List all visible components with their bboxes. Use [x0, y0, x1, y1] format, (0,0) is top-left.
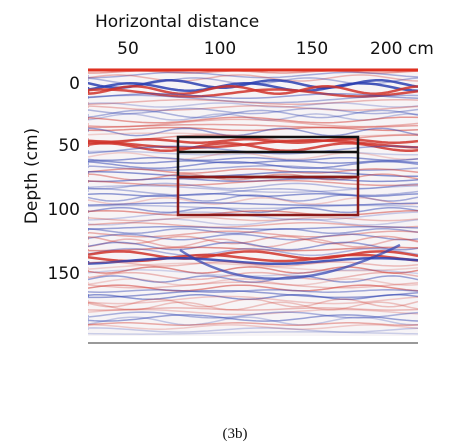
reflection	[88, 271, 418, 281]
y-tick-label: 100	[48, 200, 80, 220]
reflection	[88, 230, 418, 238]
y-tick-label: 150	[48, 264, 80, 284]
reflection	[88, 92, 418, 100]
reflection	[88, 138, 418, 144]
reflection	[88, 238, 418, 248]
reflection	[88, 281, 418, 289]
reflection	[88, 194, 418, 202]
reflection	[88, 88, 418, 98]
reflection	[88, 256, 418, 266]
reflection	[88, 188, 418, 196]
reflection	[88, 85, 418, 95]
reflection	[88, 278, 418, 286]
reflection	[88, 81, 418, 93]
reflection	[88, 233, 418, 241]
reflection	[88, 113, 418, 121]
y-tick-label: 50	[58, 136, 80, 156]
reflection	[88, 206, 418, 214]
y-tick-label: 0	[69, 74, 80, 94]
reflection	[88, 235, 418, 245]
reflection	[88, 216, 418, 222]
reflection	[88, 98, 418, 106]
reflection	[88, 156, 418, 162]
reflection	[88, 170, 418, 178]
reflection	[88, 118, 418, 128]
reflection	[88, 327, 418, 333]
reflection	[88, 324, 418, 330]
reflection	[88, 160, 418, 170]
reflection	[88, 204, 418, 210]
reflection	[88, 177, 418, 183]
reflection	[88, 261, 418, 267]
reflection	[88, 227, 418, 235]
reflection	[88, 311, 418, 319]
reflection	[88, 308, 418, 316]
reflection	[88, 193, 418, 197]
reflection	[88, 182, 418, 190]
reflection	[88, 102, 418, 108]
reflection	[88, 275, 418, 283]
reflection	[88, 127, 418, 137]
reflection	[88, 201, 418, 207]
reflection	[88, 322, 418, 326]
box-lower	[176, 175, 360, 217]
reflection	[88, 250, 418, 260]
x-tick-label: 100	[204, 39, 236, 59]
x-tick-label: 150	[296, 39, 328, 59]
reflection	[88, 132, 418, 138]
reflection	[88, 74, 418, 82]
reflection	[88, 289, 418, 293]
reflection	[88, 197, 418, 205]
reflection	[88, 262, 418, 272]
reflection	[88, 184, 418, 194]
reflection	[88, 307, 418, 311]
x-axis-title: Horizontal distance	[95, 12, 259, 32]
reflection	[88, 150, 418, 156]
reflection	[88, 241, 418, 251]
reflection	[88, 123, 418, 129]
reflection	[88, 142, 418, 152]
reflection	[88, 314, 418, 322]
reflection	[88, 151, 418, 161]
reflection	[88, 284, 418, 292]
reflection	[88, 109, 418, 119]
reflection	[88, 218, 418, 226]
reflection	[88, 301, 418, 311]
reflection	[88, 331, 418, 335]
reflection	[88, 266, 418, 274]
radargram	[88, 68, 418, 336]
reflection	[88, 105, 418, 111]
reflection	[88, 298, 418, 308]
reflection	[88, 107, 418, 115]
reflection	[88, 71, 418, 79]
reflection	[88, 247, 418, 257]
reflection	[88, 94, 418, 104]
reflection	[88, 168, 418, 174]
reflection	[88, 126, 418, 132]
reflection	[88, 222, 418, 228]
reflection	[88, 225, 418, 231]
figure-label: (3b)	[223, 426, 248, 442]
reflection	[88, 316, 418, 326]
reflection	[88, 165, 418, 171]
reflection	[88, 246, 418, 252]
reflection	[88, 295, 418, 305]
reflection	[88, 179, 418, 187]
radargram-texture	[88, 70, 418, 335]
reflection	[88, 116, 418, 124]
y-axis-title: Depth (cm)	[22, 128, 42, 224]
hyperbola	[179, 243, 401, 280]
x-tick-label: 50	[117, 39, 139, 59]
reflection	[88, 289, 418, 299]
reflection	[88, 293, 418, 301]
x-tick-label: 200 cm	[370, 39, 434, 59]
reflection	[88, 210, 418, 216]
